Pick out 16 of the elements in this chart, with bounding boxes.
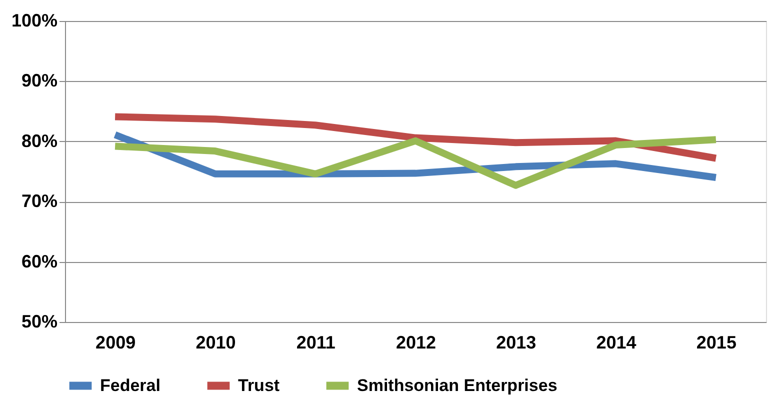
x-tick-label: 2011 <box>296 332 336 352</box>
y-tick-label: 80% <box>21 130 58 151</box>
x-tick-label: 2010 <box>196 332 236 352</box>
y-tick-label: 70% <box>21 191 58 212</box>
y-tick-label: 100% <box>11 10 58 30</box>
x-tick-label: 2013 <box>496 332 536 352</box>
y-tick-label: 60% <box>21 251 58 272</box>
x-tick-label: 2015 <box>696 332 736 352</box>
x-tick-label: 2012 <box>396 332 436 352</box>
x-tick-label: 2009 <box>96 332 136 352</box>
legend-label: Federal <box>100 376 160 395</box>
y-tick-label: 90% <box>21 70 58 91</box>
legend-label: Trust <box>238 376 280 395</box>
y-tick-label: 50% <box>21 312 58 332</box>
x-tick-label: 2014 <box>596 332 636 352</box>
legend-label: Smithsonian Enterprises <box>357 376 558 395</box>
